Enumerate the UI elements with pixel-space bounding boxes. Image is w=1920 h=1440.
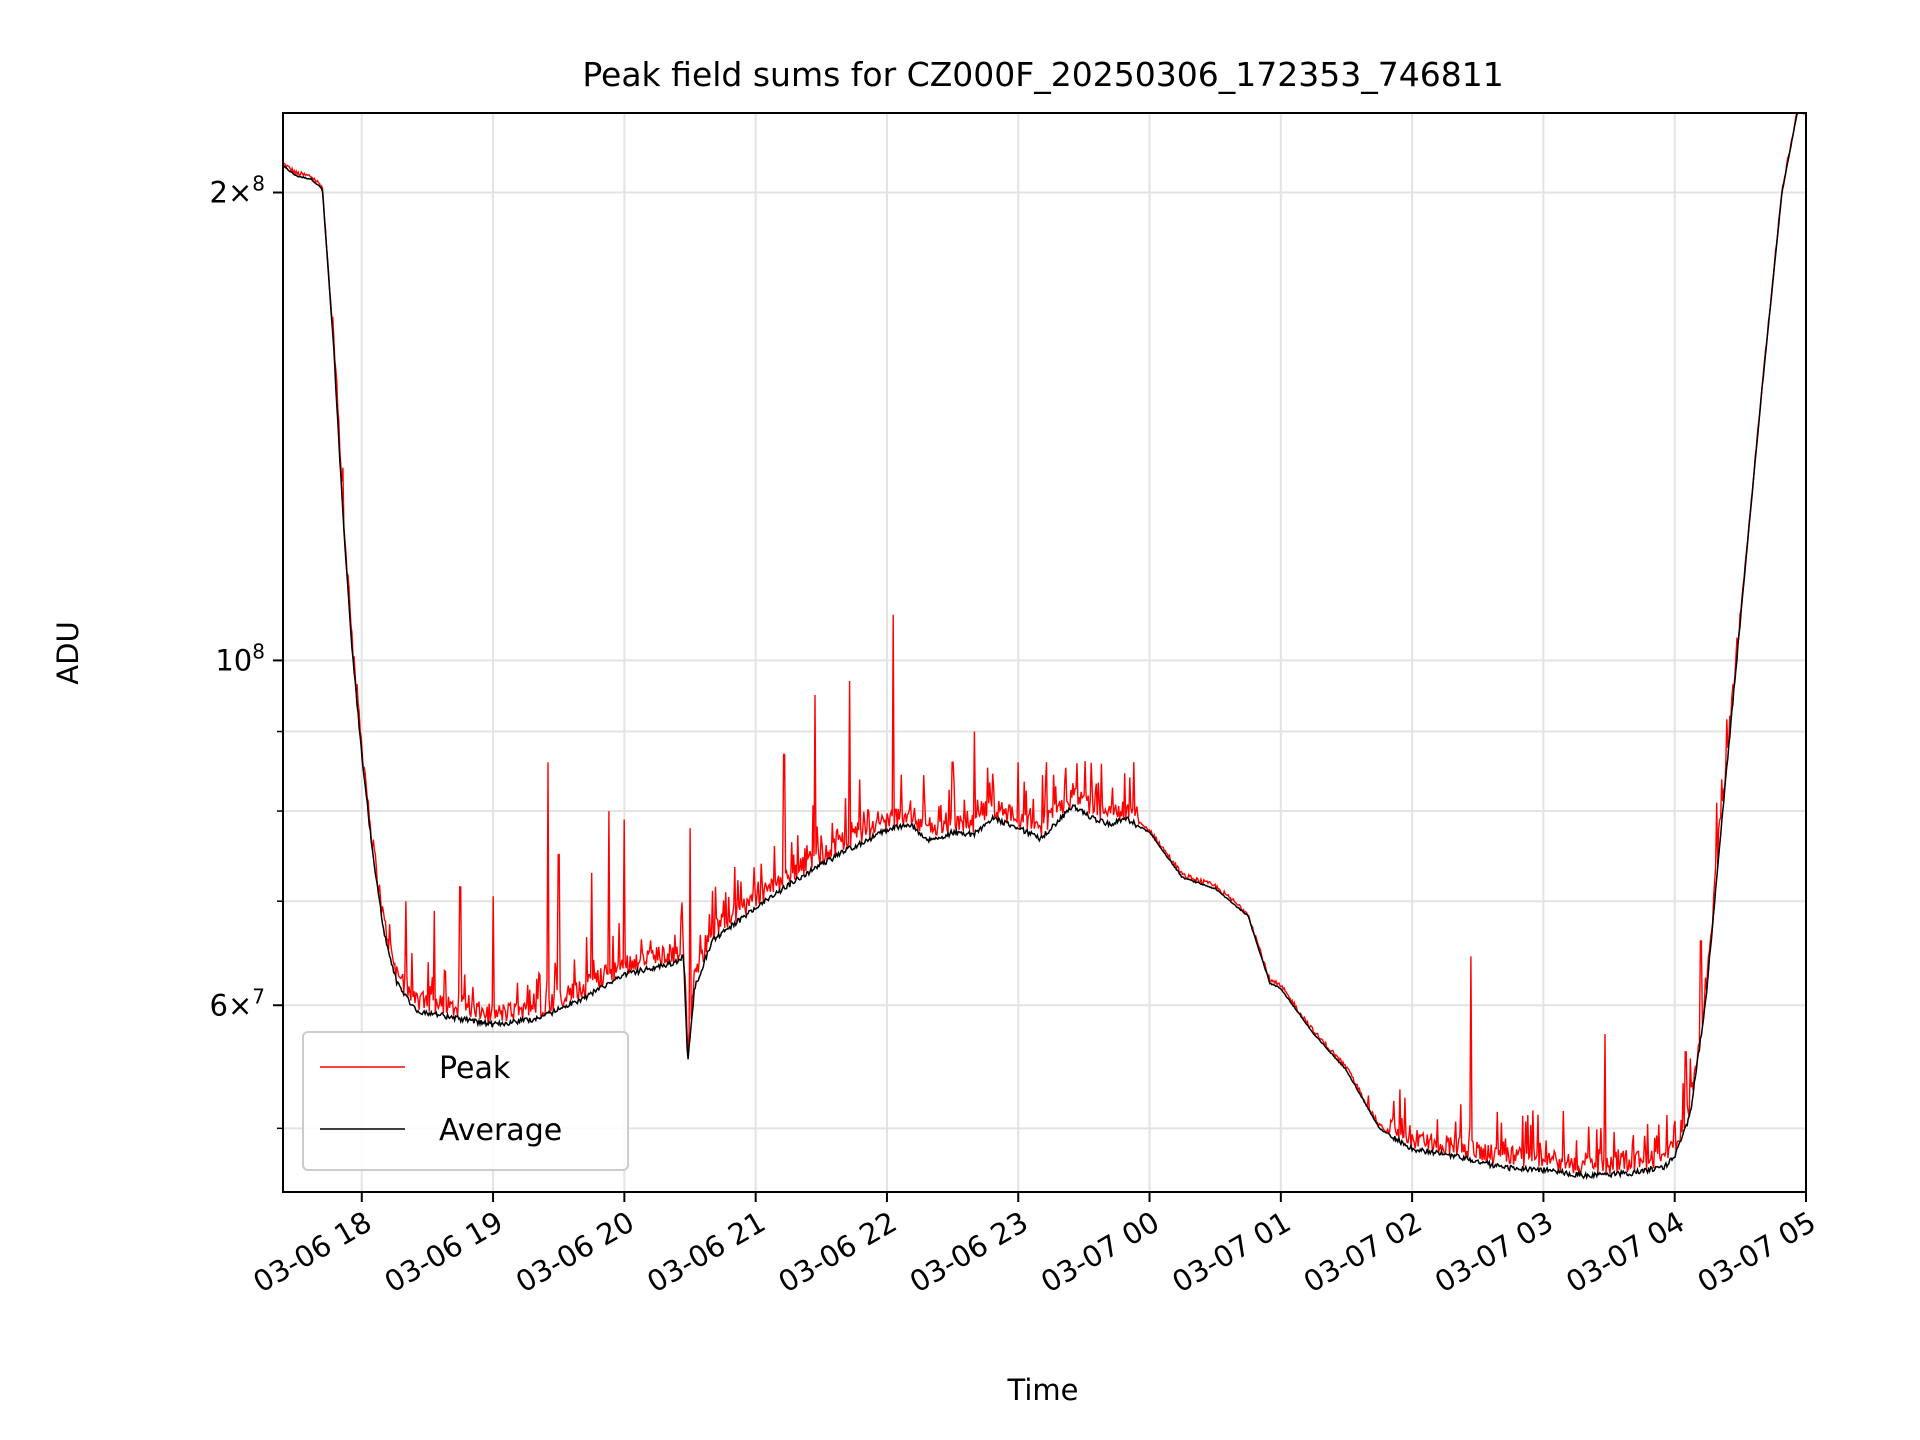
peak-series-line xyxy=(283,113,1806,1176)
average-series-line xyxy=(283,113,1806,1181)
legend-label-peak: Peak xyxy=(439,1051,511,1086)
legend: Peak Average xyxy=(302,1031,629,1171)
y-axis-label: ADU xyxy=(51,621,85,684)
legend-label-average: Average xyxy=(439,1113,562,1148)
x-axis-label: Time xyxy=(1007,1373,1079,1407)
y-tick-label: 108 xyxy=(215,639,265,677)
y-tick-label: 2×8 xyxy=(210,172,265,210)
series-layer xyxy=(283,113,1806,1181)
plot-frame xyxy=(282,112,1807,1193)
y-tick-label: 6×7 xyxy=(210,984,265,1022)
chart-title: Peak field sums for CZ000F_20250306_1723… xyxy=(582,55,1503,94)
